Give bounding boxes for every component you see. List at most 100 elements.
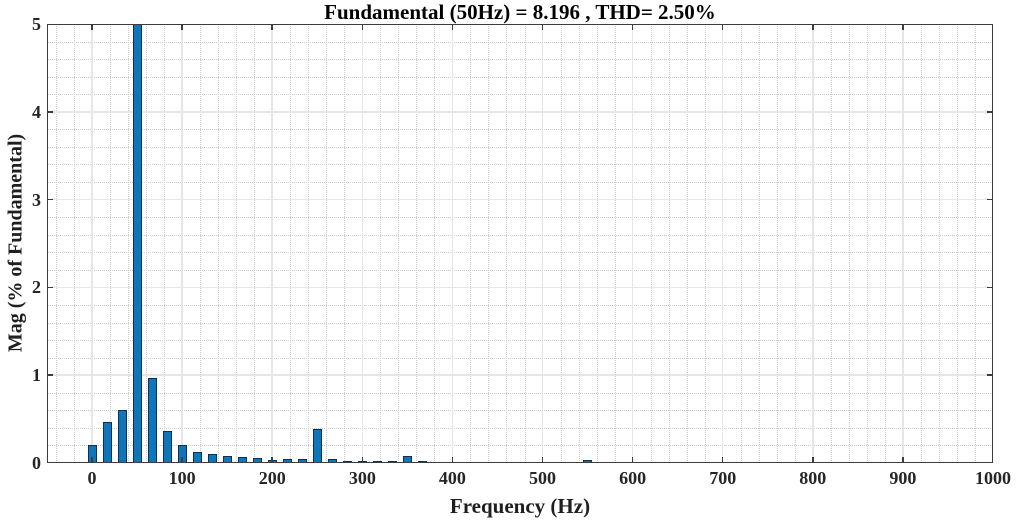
bar-216.67hz xyxy=(282,458,292,463)
x-minor-gridline xyxy=(56,24,57,463)
x-tick-mark xyxy=(812,24,814,30)
bar-266.67hz xyxy=(327,458,337,463)
bar-250hz xyxy=(312,428,322,463)
bar-83.33hz xyxy=(162,431,172,463)
x-tick-mark xyxy=(721,457,724,463)
y-major-gridline xyxy=(47,286,993,289)
bar-150hz xyxy=(222,455,232,463)
y-major-gridline xyxy=(47,111,993,113)
y-minor-gridline xyxy=(47,340,993,342)
x-major-gridline xyxy=(721,24,724,463)
x-minor-gridline xyxy=(686,24,688,463)
y-minor-gridline xyxy=(47,217,993,219)
y-minor-gridline xyxy=(47,252,993,254)
x-tick-mark xyxy=(91,457,93,463)
bar-283.33hz xyxy=(342,460,352,463)
x-major-gridline xyxy=(902,24,904,463)
x-minor-gridline xyxy=(470,24,472,463)
x-tick-mark xyxy=(91,24,93,30)
bar-33.33hz xyxy=(117,410,127,463)
x-minor-gridline xyxy=(380,24,382,463)
x-tick-mark xyxy=(902,457,904,463)
x-minor-gridline xyxy=(218,24,220,463)
x-minor-gridline xyxy=(524,24,526,463)
x-minor-gridline xyxy=(596,24,598,463)
x-tick-mark xyxy=(992,457,993,463)
x-axis-label: Frequency (Hz) xyxy=(449,494,591,518)
y-tick-mark xyxy=(47,374,53,376)
x-minor-gridline xyxy=(344,24,346,463)
x-minor-gridline xyxy=(884,24,886,463)
x-tick-mark xyxy=(451,457,454,463)
y-minor-gridline xyxy=(47,410,993,412)
x-minor-gridline xyxy=(776,24,778,463)
x-minor-gridline xyxy=(488,24,490,463)
x-minor-gridline xyxy=(434,24,436,463)
x-minor-gridline xyxy=(560,24,562,463)
y-minor-gridline xyxy=(47,146,993,148)
x-minor-gridline xyxy=(938,24,940,463)
y-minor-gridline xyxy=(47,357,993,359)
bar-166.67hz xyxy=(237,457,247,463)
x-tick-label-300: 300 xyxy=(348,468,376,488)
x-tick-mark xyxy=(902,24,904,30)
y-major-gridline xyxy=(47,198,993,201)
y-minor-gridline xyxy=(47,76,993,78)
x-minor-gridline xyxy=(740,24,742,463)
y-tick-label-5: 5 xyxy=(32,14,41,34)
x-minor-gridline xyxy=(974,24,976,463)
x-minor-gridline xyxy=(128,24,130,463)
y-axis-label: Mag (% of Fundamental) xyxy=(4,133,27,353)
y-minor-gridline xyxy=(47,392,993,394)
y-minor-gridline xyxy=(47,234,993,236)
x-tick-mark xyxy=(361,24,364,30)
x-tick-mark xyxy=(271,457,273,463)
x-minor-gridline xyxy=(110,24,112,463)
y-tick-mark xyxy=(987,198,993,201)
x-tick-mark xyxy=(541,24,544,30)
x-major-gridline xyxy=(631,24,634,463)
x-minor-gridline xyxy=(830,24,832,463)
x-minor-gridline xyxy=(920,24,922,463)
y-minor-gridline xyxy=(47,322,993,324)
x-minor-gridline xyxy=(614,24,616,463)
bar-233.33hz xyxy=(297,458,307,463)
x-tick-label-400: 400 xyxy=(438,468,466,488)
y-major-gridline xyxy=(47,374,993,376)
x-major-gridline xyxy=(812,24,814,463)
x-tick-mark xyxy=(181,457,183,463)
y-tick-mark xyxy=(987,286,993,289)
bar-133.33hz xyxy=(207,454,217,463)
x-minor-gridline xyxy=(290,24,292,463)
y-tick-mark xyxy=(47,111,53,113)
y-minor-gridline xyxy=(47,41,993,43)
x-tick-label-600: 600 xyxy=(619,468,647,488)
y-minor-gridline xyxy=(47,94,993,96)
y-minor-gridline xyxy=(47,59,993,61)
bar-16.67hz xyxy=(102,421,112,463)
x-tick-mark xyxy=(992,24,993,30)
y-minor-gridline xyxy=(47,164,993,166)
x-major-gridline xyxy=(271,24,273,463)
y-tick-mark xyxy=(987,111,993,113)
y-minor-gridline xyxy=(47,445,993,447)
x-minor-gridline xyxy=(164,24,166,463)
x-minor-gridline xyxy=(866,24,868,463)
x-major-gridline xyxy=(451,24,454,463)
x-minor-gridline xyxy=(416,24,418,463)
y-tick-label-2: 2 xyxy=(32,277,41,298)
bar-183.33hz xyxy=(252,458,262,463)
x-tick-mark xyxy=(812,457,814,463)
bar-66.67hz xyxy=(147,377,157,463)
y-tick-label-0: 0 xyxy=(32,453,41,473)
x-minor-gridline xyxy=(74,24,76,463)
x-minor-gridline xyxy=(506,24,508,463)
plot-area xyxy=(47,24,993,463)
x-tick-mark xyxy=(541,457,544,463)
x-minor-gridline xyxy=(326,24,328,463)
y-tick-label-3: 3 xyxy=(32,189,41,210)
bar-50hz xyxy=(132,24,142,463)
chart-title: Fundamental (50Hz) = 8.196 , THD= 2.50% xyxy=(324,0,716,24)
x-minor-gridline xyxy=(758,24,760,463)
x-tick-mark xyxy=(631,24,634,30)
